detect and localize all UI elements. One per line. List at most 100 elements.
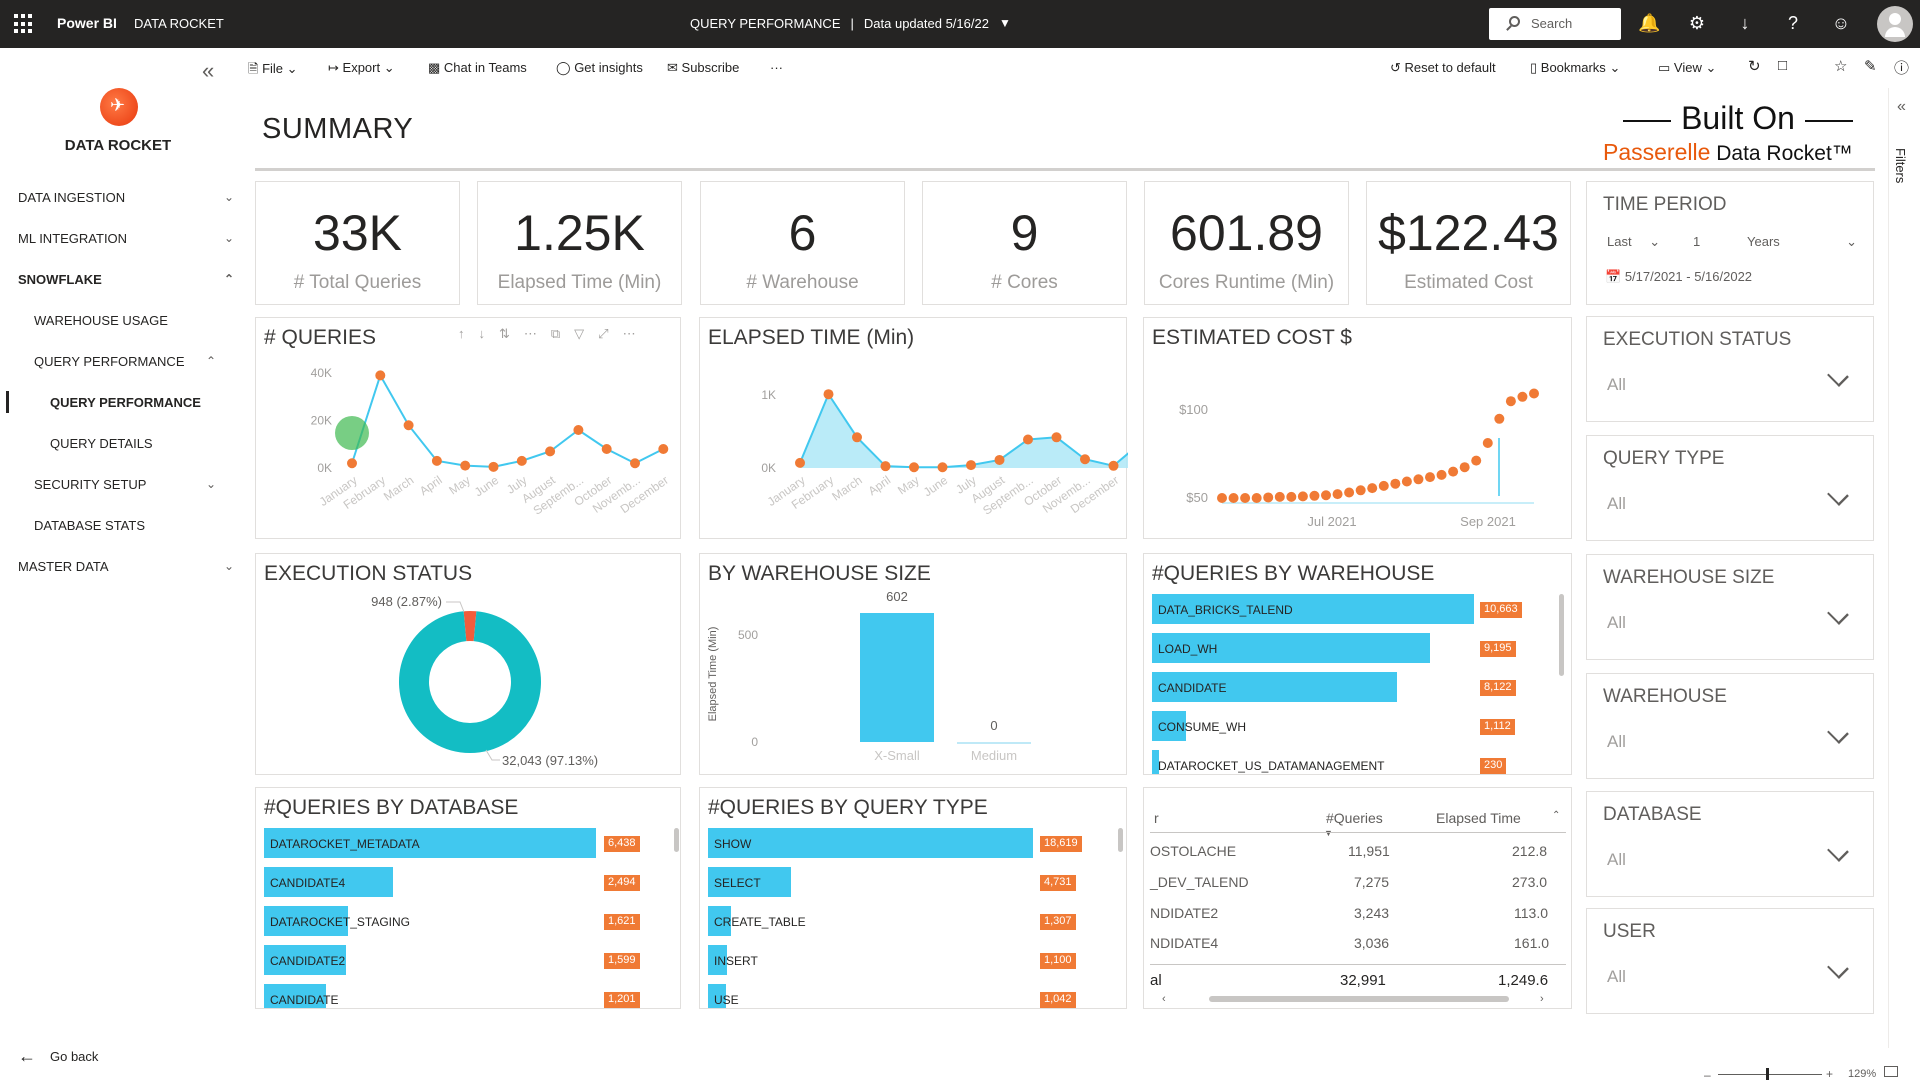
download-icon[interactable]: ↓ <box>1740 13 1750 33</box>
bookmarks-menu[interactable]: ▯ Bookmarks ⌄ <box>1530 60 1620 76</box>
nav-query-performance[interactable]: QUERY PERFORMANCE <box>50 395 201 410</box>
chevron-up-icon[interactable]: ⌃ <box>1552 810 1561 821</box>
execution-status-donut[interactable]: EXECUTION STATUS 948 (2.87%) 32,043 (97.1… <box>255 553 681 775</box>
kpi-estimated-cost[interactable]: $122.43 Estimated Cost <box>1366 181 1571 305</box>
chevron-down-icon[interactable] <box>1827 603 1849 625</box>
estimated-cost-chart[interactable]: ESTIMATED COST $ $100 $50 Jul 2021 Sep 2021 <box>1143 317 1572 539</box>
nav-data-ingestion[interactable]: DATA INGESTION ⌄ <box>18 190 242 205</box>
database-slicer[interactable]: DATABASE All <box>1586 791 1874 897</box>
bar-row[interactable]: DATAROCKET_METADATA 6,438 <box>264 828 654 858</box>
help-icon[interactable]: ? <box>1787 13 1798 33</box>
queries-by-query-type-chart[interactable]: #QUERIES BY QUERY TYPE SHOW 18,619 SELECT 4… <box>699 787 1127 1009</box>
chat-in-teams-button[interactable]: ▩ Chat in Teams <box>428 60 527 76</box>
refresh-icon[interactable]: ↻ <box>1748 58 1761 75</box>
bar-row[interactable]: CANDIDATE 1,201 <box>264 984 654 1008</box>
subscribe-button[interactable]: ✉ Subscribe <box>667 60 739 76</box>
kpi-warehouse[interactable]: 6 # Warehouse <box>700 181 905 305</box>
fit-to-page-icon[interactable] <box>1884 1066 1898 1077</box>
kpi-total-queries[interactable]: 33K # Total Queries <box>255 181 460 305</box>
bar-row[interactable]: USE 1,042 <box>708 984 1090 1008</box>
scrollbar[interactable] <box>674 828 679 852</box>
kpi-cores[interactable]: 9 # Cores <box>922 181 1127 305</box>
chevron-down-icon[interactable] <box>1827 840 1849 862</box>
queries-line-chart[interactable]: # QUERIES ↑↓⇅⋯⧉▽⤢⋯ 40K 20K 0K January Februa… <box>255 317 681 539</box>
get-insights-button[interactable]: ◯ Get insights <box>556 60 643 76</box>
bar-row[interactable]: SELECT 4,731 <box>708 867 1090 897</box>
warehouse-size-slicer[interactable]: WAREHOUSE SIZE All <box>1586 554 1874 660</box>
column-header-elapsed[interactable]: Elapsed Time <box>1436 810 1521 826</box>
avatar[interactable] <box>1877 6 1913 42</box>
chevron-down-icon[interactable] <box>1827 365 1849 387</box>
comment-icon[interactable]: □ <box>1778 57 1788 74</box>
scroll-left-icon[interactable]: ‹ <box>1162 993 1166 1005</box>
expand-filters-icon[interactable]: « <box>1897 98 1906 115</box>
scroll-right-icon[interactable]: › <box>1540 993 1544 1005</box>
bell-icon[interactable]: 🔔 <box>1638 13 1661 33</box>
file-menu[interactable]: 🗎 File ⌄ <box>248 60 298 82</box>
chevron-down-icon[interactable] <box>1827 484 1849 506</box>
bar-row[interactable]: DATA_BRICKS_TALEND 10,663 <box>1152 594 1530 624</box>
workspace-name[interactable]: DATA ROCKET <box>134 16 224 31</box>
smiley-icon[interactable]: ☺ <box>1831 13 1851 33</box>
execution-status-slicer[interactable]: EXECUTION STATUS All <box>1586 316 1874 422</box>
bar-row[interactable]: CANDIDATE 8,122 <box>1152 672 1530 702</box>
horizontal-scrollbar[interactable] <box>1209 996 1509 1002</box>
edit-icon[interactable]: ✎ <box>1864 58 1877 75</box>
nav-snowflake[interactable]: SNOWFLAKE ⌃ <box>18 272 242 287</box>
bar-row[interactable]: CANDIDATE4 2,494 <box>264 867 654 897</box>
column-header-queries[interactable]: #Queries <box>1326 810 1383 826</box>
user-queries-table[interactable]: r #Queries ▼ Elapsed Time ⌃ OSTOLACHE 11… <box>1143 787 1572 1009</box>
chevron-down-icon[interactable]: ▼ <box>998 16 1011 30</box>
kpi-elapsed-time[interactable]: 1.25K Elapsed Time (Min) <box>477 181 682 305</box>
query-type-slicer[interactable]: QUERY TYPE All <box>1586 435 1874 541</box>
export-menu[interactable]: ↦ Export ⌄ <box>328 60 395 76</box>
scrollbar[interactable] <box>1559 594 1564 676</box>
zoom-slider-thumb[interactable] <box>1766 1068 1769 1080</box>
warehouse-slicer[interactable]: WAREHOUSE All <box>1586 673 1874 779</box>
chevron-down-icon[interactable] <box>1827 957 1849 979</box>
gear-icon[interactable]: ⚙ <box>1688 13 1706 33</box>
go-back-button[interactable]: ← Go back <box>18 1045 98 1066</box>
bar-row[interactable]: SHOW 18,619 <box>708 828 1090 858</box>
reset-to-default-button[interactable]: ↺ Reset to default <box>1390 60 1496 76</box>
bar-row[interactable]: INSERT 1,100 <box>708 945 1090 975</box>
bar-row[interactable]: DATAROCKET_STAGING 1,621 <box>264 906 654 936</box>
period-count-input[interactable]: 1 <box>1693 234 1701 249</box>
nav-ml-integration[interactable]: ML INTEGRATION ⌄ <box>18 231 242 246</box>
collapse-nav-icon[interactable]: « <box>202 58 215 83</box>
zoom-in-icon[interactable]: + <box>1826 1067 1834 1080</box>
nav-query-performance-group[interactable]: QUERY PERFORMANCE ⌃ <box>34 354 242 369</box>
zoom-out-icon[interactable]: – <box>1704 1068 1711 1080</box>
view-menu[interactable]: ▭ View ⌄ <box>1658 60 1716 76</box>
star-icon[interactable]: ☆ <box>1834 58 1848 75</box>
report-title-area[interactable]: QUERY PERFORMANCE | Data updated 5/16/22… <box>690 16 1011 31</box>
app-name[interactable]: Power BI <box>57 15 117 31</box>
bar-row[interactable]: LOAD_WH 9,195 <box>1152 633 1530 663</box>
bar-row[interactable]: CONSUME_WH 1,112 <box>1152 711 1530 741</box>
nav-query-details[interactable]: QUERY DETAILS <box>50 436 153 451</box>
warehouse-size-column-chart[interactable]: BY WAREHOUSE SIZE Elapsed Time (Min) 500 0… <box>699 553 1127 775</box>
period-unit-dropdown[interactable]: Years ⌄ <box>1747 234 1857 249</box>
bar-row[interactable]: CANDIDATE2 1,599 <box>264 945 654 975</box>
scrollbar[interactable] <box>1118 828 1123 852</box>
info-icon[interactable]: ⓘ <box>1894 60 1910 77</box>
bar-row[interactable]: DATAROCKET_US_DATAMANAGEMENT 230 <box>1152 750 1530 774</box>
zoom-slider-track[interactable] <box>1718 1074 1822 1075</box>
nav-security-setup[interactable]: SECURITY SETUP ⌄ <box>34 477 242 492</box>
bar-row[interactable]: CREATE_TABLE 1,307 <box>708 906 1090 936</box>
elapsed-time-area-chart[interactable]: ELAPSED TIME (Min) 1K 0K January February Ma… <box>699 317 1128 539</box>
nav-warehouse-usage[interactable]: WAREHOUSE USAGE <box>34 313 168 328</box>
queries-by-warehouse-chart[interactable]: #QUERIES BY WAREHOUSE DATA_BRICKS_TALEND… <box>1143 553 1572 775</box>
app-launcher-icon[interactable] <box>14 14 34 34</box>
column-header-user[interactable]: r <box>1154 810 1159 826</box>
nav-database-stats[interactable]: DATABASE STATS <box>34 518 145 533</box>
nav-master-data[interactable]: MASTER DATA ⌄ <box>18 559 242 574</box>
more-options-button[interactable]: ··· <box>770 60 783 75</box>
visual-header-icons[interactable]: ↑↓⇅⋯⧉▽⤢⋯ <box>458 326 650 341</box>
user-slicer[interactable]: USER All <box>1586 908 1874 1014</box>
queries-by-database-chart[interactable]: #QUERIES BY DATABASE DATAROCKET_METADATA… <box>255 787 681 1009</box>
period-mode-dropdown[interactable]: Last ⌄ <box>1607 234 1660 250</box>
chevron-down-icon[interactable] <box>1827 722 1849 744</box>
kpi-cores-runtime[interactable]: 601.89 Cores Runtime (Min) <box>1144 181 1349 305</box>
filters-pane-collapsed[interactable]: « Filters <box>1888 88 1920 1048</box>
